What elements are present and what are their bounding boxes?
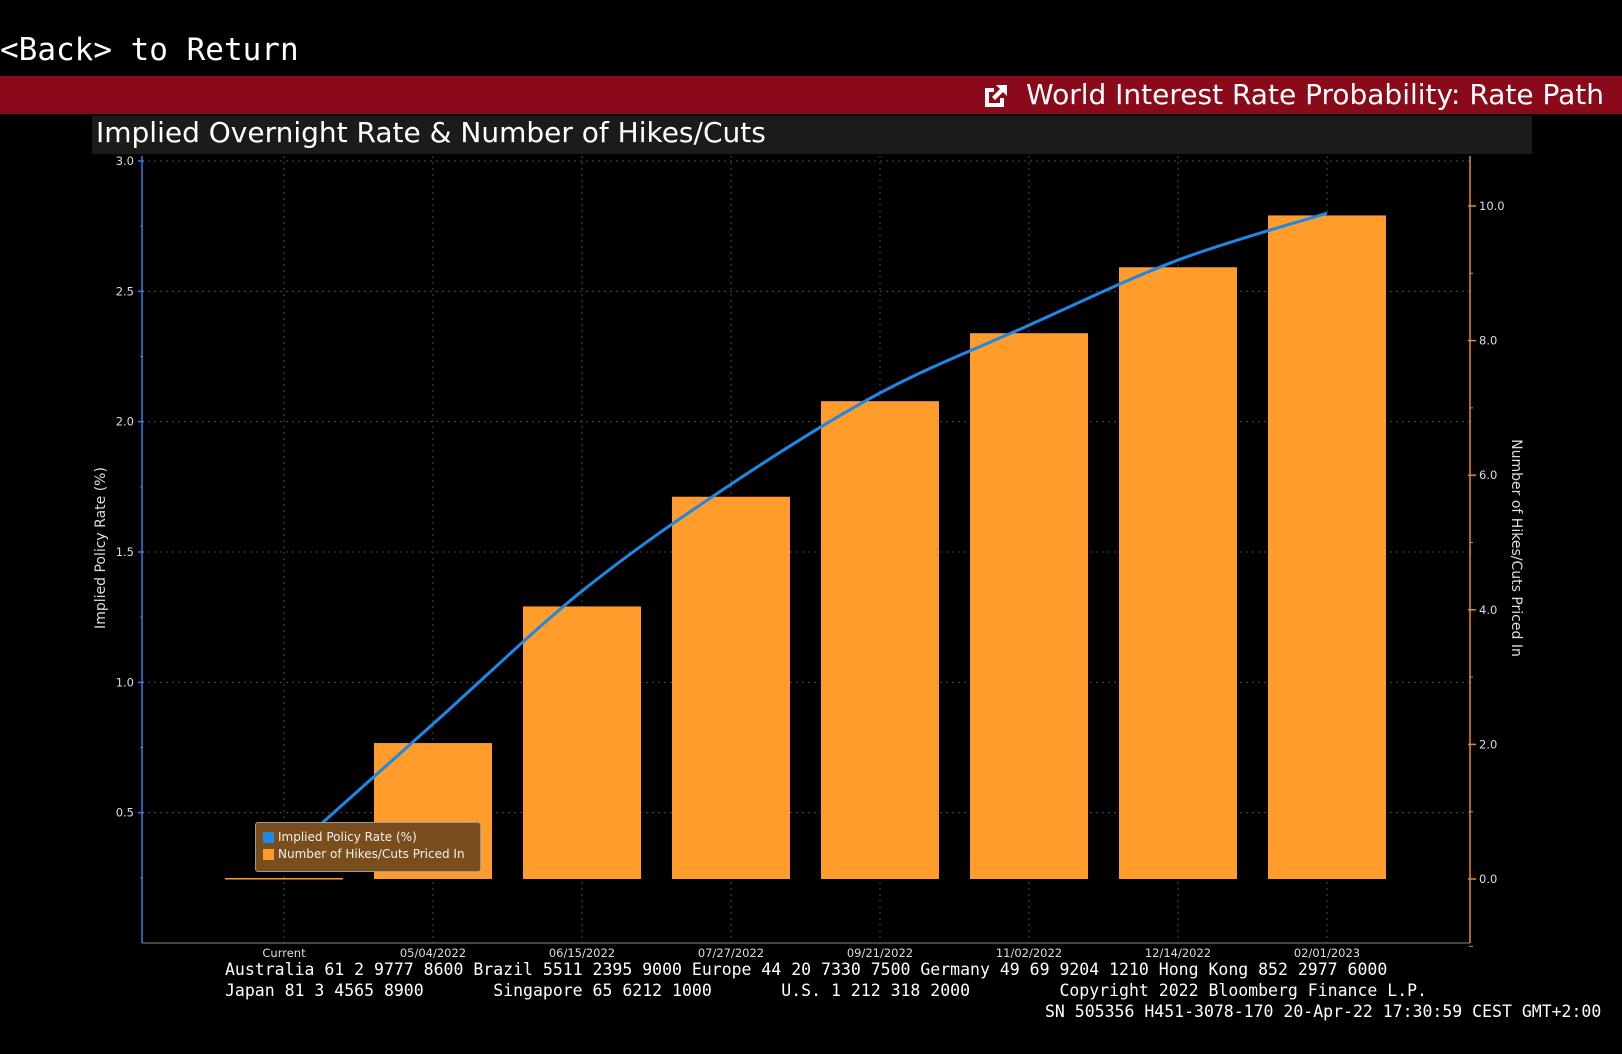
footer-contacts-line1: Australia 61 2 9777 8600 Brazil 5511 239… — [225, 960, 1388, 979]
x-tick-label: 07/27/2022 — [698, 946, 764, 960]
line-implied-policy-rate — [283, 211, 1328, 859]
y-right-tick-label: 0.0 — [1479, 872, 1497, 886]
x-tick-label: 12/14/2022 — [1145, 946, 1211, 960]
bar-hikes — [1268, 215, 1386, 879]
bar-hikes — [970, 333, 1088, 879]
y-left-tick-label: 3.0 — [116, 154, 134, 168]
y-left-tick-label: 0.5 — [116, 806, 134, 820]
y-left-tick-label: 1.0 — [116, 675, 134, 689]
back-to-return-link[interactable]: <Back> to Return — [0, 32, 299, 68]
y-right-axis-title: Number of Hikes/Cuts Priced In — [1508, 439, 1524, 657]
y-right-tick-label: 10.0 — [1479, 199, 1505, 213]
chart-title-bar: Implied Overnight Rate & Number of Hikes… — [92, 116, 1532, 154]
x-tick-label: 05/04/2022 — [400, 946, 466, 960]
bar-hikes — [523, 606, 641, 879]
legend-item-rate: Implied Policy Rate (%) — [263, 830, 417, 844]
bar-hikes — [672, 496, 790, 879]
external-link-icon[interactable] — [982, 82, 1010, 110]
bar-hikes — [1119, 267, 1237, 879]
header-bar: World Interest Rate Probability: Rate Pa… — [0, 76, 1622, 114]
y-left-axis-title: Implied Policy Rate (%) — [93, 467, 109, 629]
bar-hikes — [225, 878, 343, 880]
bar-hikes — [821, 401, 939, 879]
x-tick-label: 02/01/2023 — [1294, 946, 1360, 960]
footer-contacts-line2: Japan 81 3 4565 8900 Singapore 65 6212 1… — [225, 981, 1427, 1000]
y-right-tick-label: 6.0 — [1479, 468, 1497, 482]
y-left-tick-label: 1.5 — [116, 545, 134, 559]
x-tick-label: 06/15/2022 — [549, 946, 615, 960]
legend-label-hikes: Number of Hikes/Cuts Priced In — [278, 847, 465, 861]
legend-swatch-hikes — [263, 848, 274, 860]
legend-item-hikes: Number of Hikes/Cuts Priced In — [263, 847, 465, 861]
y-right-tick-label: 2.0 — [1479, 737, 1497, 751]
rate-path-chart: 0.5 1.0 1.5 2.0 2.5 3.0 0.0 2.0 4.0 6.0 8.0 10.0 Imp… — [93, 154, 1524, 960]
y-left-tick-label: 2.0 — [116, 415, 134, 429]
x-tick-label: 11/02/2022 — [996, 946, 1062, 960]
legend-swatch-rate — [263, 831, 274, 843]
y-right-tick-label: 8.0 — [1479, 334, 1497, 348]
chart-title: Implied Overnight Rate & Number of Hikes… — [96, 116, 766, 149]
legend-label-rate: Implied Policy Rate (%) — [278, 830, 417, 844]
page-title: World Interest Rate Probability: Rate Pa… — [1026, 78, 1604, 111]
footer-session-line: SN 505356 H451-3078-170 20-Apr-22 17:30:… — [1045, 1002, 1602, 1021]
y-left-tick-label: 2.5 — [116, 284, 134, 298]
x-tick-label: Current — [262, 946, 306, 960]
x-tick-label: 09/21/2022 — [847, 946, 913, 960]
chart-legend: Implied Policy Rate (%) Number of Hikes/… — [255, 822, 481, 872]
y-right-tick-label: 4.0 — [1479, 603, 1497, 617]
